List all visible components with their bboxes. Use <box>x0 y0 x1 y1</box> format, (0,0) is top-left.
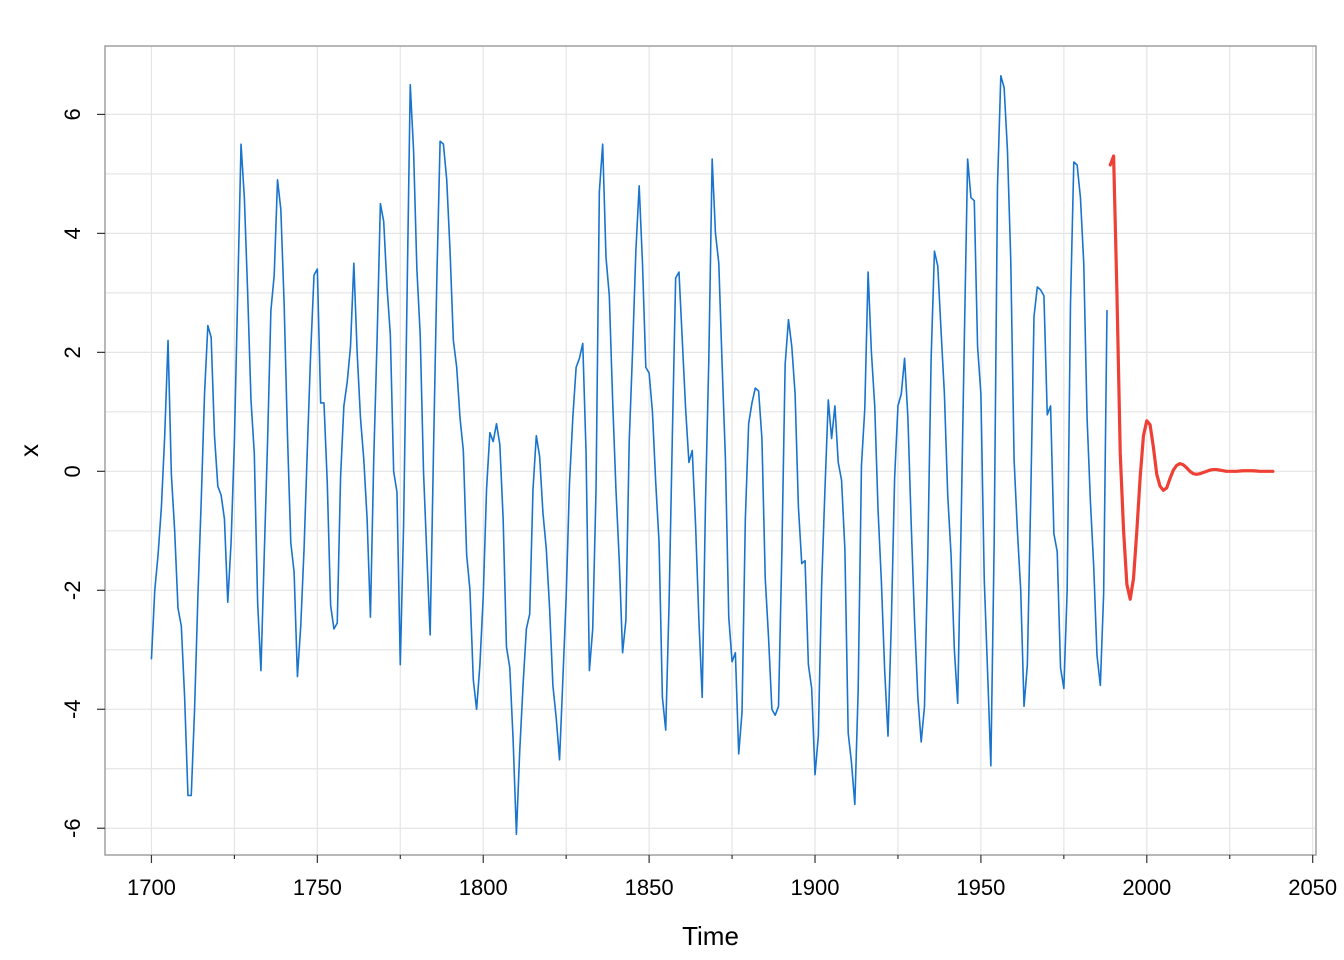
x-tick-label: 2050 <box>1288 875 1337 900</box>
y-tick-label: -6 <box>60 818 85 838</box>
plot-frame <box>104 45 1317 856</box>
x-tick-label: 1700 <box>127 875 176 900</box>
x-tick-label: 1750 <box>293 875 342 900</box>
y-axis-title: x <box>14 444 44 457</box>
y-tick-label: 2 <box>60 346 85 358</box>
axes: 1700 1750 1800 1850 1900 1950 2000 2050 -6 -4 -2 0 2… <box>60 108 1337 900</box>
x-tick-label: 1900 <box>791 875 840 900</box>
y-tick-label: -2 <box>60 581 85 601</box>
series-line-forecast <box>1108 154 1275 601</box>
series-layer <box>150 74 1275 835</box>
y-tick-label: 6 <box>60 108 85 120</box>
x-tick-label: 1850 <box>625 875 674 900</box>
x-tick-label: 2000 <box>1122 875 1171 900</box>
grid-lines <box>105 46 1316 855</box>
x-tick-label: 1800 <box>459 875 508 900</box>
y-tick-label: 4 <box>60 227 85 239</box>
y-tick-label: 0 <box>60 465 85 477</box>
x-axis-title: Time <box>682 921 739 951</box>
x-tick-label: 1950 <box>956 875 1005 900</box>
series-line-observed <box>150 74 1108 835</box>
y-tick-label: -4 <box>60 699 85 719</box>
